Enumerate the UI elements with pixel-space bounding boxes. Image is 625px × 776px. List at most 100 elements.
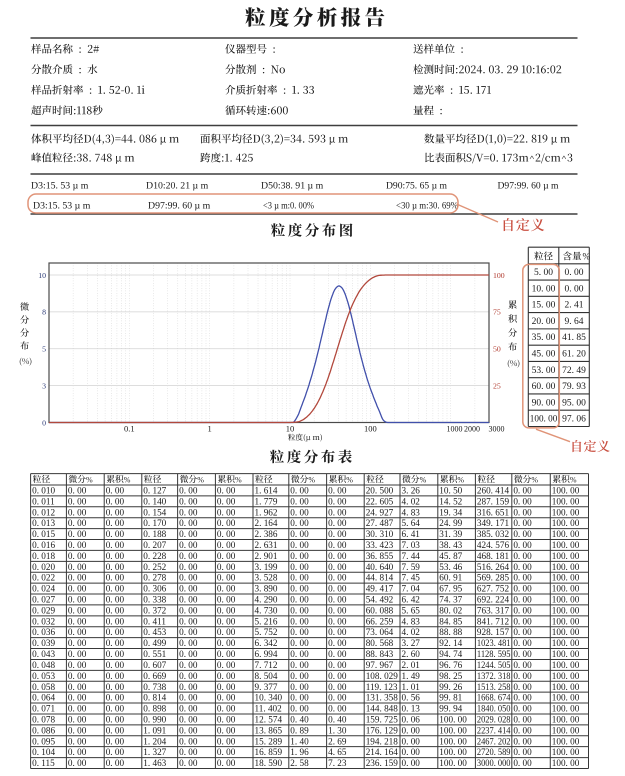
svg-text:0. 00: 0. 00 (513, 584, 532, 594)
svg-text:100. 00: 100. 00 (552, 649, 580, 659)
svg-text:0. 027: 0. 027 (32, 595, 55, 605)
svg-text:0. 00: 0. 00 (290, 627, 309, 637)
svg-text:0. 00: 0. 00 (217, 616, 236, 626)
svg-text:0. 00: 0. 00 (328, 627, 347, 637)
svg-text:0. 00: 0. 00 (290, 649, 309, 659)
svg-text:0. 00: 0. 00 (328, 496, 347, 506)
svg-text:7. 04: 7. 04 (402, 584, 421, 594)
svg-text:0. 00: 0. 00 (217, 496, 236, 506)
svg-text:0. 00: 0. 00 (217, 627, 236, 637)
svg-text:0. 170: 0. 170 (143, 518, 166, 528)
svg-text:72. 49: 72. 49 (562, 366, 586, 376)
svg-text:0. 207: 0. 207 (143, 540, 166, 550)
svg-text:349. 171: 349. 171 (477, 518, 510, 528)
svg-text:24. 99: 24. 99 (439, 518, 462, 528)
svg-text:0. 00: 0. 00 (217, 605, 236, 615)
svg-text:100. 00: 100. 00 (552, 693, 580, 703)
svg-text:1. 30: 1. 30 (328, 725, 347, 735)
svg-text:1668. 674: 1668. 674 (477, 693, 511, 703)
svg-text:0. 018: 0. 018 (32, 551, 55, 561)
svg-text:0. 00: 0. 00 (217, 507, 236, 517)
svg-text:60. 91: 60. 91 (439, 573, 462, 583)
svg-text:0. 00: 0. 00 (106, 616, 125, 626)
svg-text:27. 487: 27. 487 (366, 518, 394, 528)
svg-text:0. 00: 0. 00 (106, 649, 125, 659)
svg-text:0. 00: 0. 00 (217, 660, 236, 670)
svg-text:0. 669: 0. 669 (143, 671, 166, 681)
svg-text:95. 00: 95. 00 (562, 398, 586, 408)
svg-text:100. 00: 100. 00 (552, 660, 580, 670)
svg-text:67. 95: 67. 95 (439, 584, 462, 594)
svg-text:0. 00: 0. 00 (68, 693, 87, 703)
svg-text:73. 064: 73. 064 (366, 627, 394, 637)
svg-text:763. 317: 763. 317 (477, 605, 510, 615)
svg-text:1. 463: 1. 463 (143, 758, 166, 768)
svg-text:100. 00: 100. 00 (552, 627, 580, 637)
svg-text:1. 96: 1. 96 (290, 747, 309, 757)
svg-text:176. 129: 176. 129 (366, 725, 399, 735)
svg-text:%: % (308, 475, 315, 484)
svg-text:<30 µ m:30. 69%: <30 µ m:30. 69% (396, 201, 458, 212)
svg-text:97. 967: 97. 967 (366, 660, 394, 670)
svg-text:0. 00: 0. 00 (328, 605, 347, 615)
svg-text:0. 00: 0. 00 (68, 725, 87, 735)
svg-text:D10:20. 21 µ m: D10:20. 21 µ m (146, 181, 209, 192)
svg-text:0. 00: 0. 00 (106, 605, 125, 615)
svg-text:0. 00: 0. 00 (513, 660, 532, 670)
svg-text:0. 00: 0. 00 (179, 518, 198, 528)
svg-text:0. 00: 0. 00 (513, 714, 532, 724)
svg-text:0. 00: 0. 00 (290, 638, 309, 648)
svg-text:100. 00: 100. 00 (439, 725, 467, 735)
svg-text:0. 00: 0. 00 (217, 551, 236, 561)
svg-text:100. 00: 100. 00 (552, 725, 580, 735)
svg-text:4. 65: 4. 65 (328, 747, 347, 757)
svg-text:0. 00: 0. 00 (217, 649, 236, 659)
svg-text:0. 00: 0. 00 (106, 747, 125, 757)
svg-text:19. 34: 19. 34 (439, 507, 462, 517)
svg-text:31. 39: 31. 39 (439, 529, 462, 539)
svg-text:0. 00: 0. 00 (328, 584, 347, 594)
svg-text:3000: 3000 (489, 425, 505, 434)
svg-text:0. 00: 0. 00 (179, 660, 198, 670)
svg-text:100. 00: 100. 00 (552, 486, 580, 496)
svg-text:44. 814: 44. 814 (366, 573, 394, 583)
svg-text:0. 00: 0. 00 (513, 496, 532, 506)
svg-text:D3:15. 53 µ m: D3:15. 53 µ m (31, 181, 89, 192)
svg-text:0. 00: 0. 00 (68, 714, 87, 724)
svg-text:0. 00: 0. 00 (68, 551, 87, 561)
svg-text:0. 00: 0. 00 (217, 747, 236, 757)
svg-text:3: 3 (42, 381, 46, 390)
svg-text:0. 00: 0. 00 (328, 616, 347, 626)
svg-text:0. 00: 0. 00 (290, 551, 309, 561)
svg-text:0. 154: 0. 154 (143, 507, 166, 517)
svg-text:0. 053: 0. 053 (32, 671, 55, 681)
svg-text:0. 00: 0. 00 (513, 605, 532, 615)
svg-text:0. 00: 0. 00 (68, 671, 87, 681)
svg-text:100. 00: 100. 00 (552, 682, 580, 692)
svg-text:94. 74: 94. 74 (439, 649, 462, 659)
svg-text:0. 00: 0. 00 (179, 736, 198, 746)
svg-text:2. 58: 2. 58 (290, 758, 309, 768)
svg-text:0. 00: 0. 00 (328, 704, 347, 714)
svg-text:0. 00: 0. 00 (179, 584, 198, 594)
svg-text:0. 00: 0. 00 (179, 671, 198, 681)
svg-text:0. 00: 0. 00 (217, 584, 236, 594)
svg-text:1128. 595: 1128. 595 (477, 649, 511, 659)
svg-text:0. 00: 0. 00 (328, 562, 347, 572)
svg-text:8: 8 (42, 308, 46, 317)
svg-text:40. 640: 40. 640 (366, 562, 394, 572)
svg-text:0. 898: 0. 898 (143, 704, 166, 714)
svg-text:10: 10 (38, 271, 46, 280)
svg-text:0. 078: 0. 078 (32, 714, 55, 724)
svg-text:4. 02: 4. 02 (402, 627, 421, 637)
svg-text:53. 46: 53. 46 (439, 562, 462, 572)
svg-text:0. 551: 0. 551 (143, 649, 166, 659)
svg-text:0. 00: 0. 00 (513, 671, 532, 681)
svg-text:0. 13: 0. 13 (402, 704, 421, 714)
svg-text:569. 285: 569. 285 (477, 573, 510, 583)
svg-text:3000. 000: 3000. 000 (477, 758, 511, 768)
svg-text:0. 00: 0. 00 (68, 573, 87, 583)
svg-text:0. 00: 0. 00 (217, 529, 236, 539)
svg-text:88. 88: 88. 88 (439, 627, 462, 637)
svg-text:0. 00: 0. 00 (217, 736, 236, 746)
